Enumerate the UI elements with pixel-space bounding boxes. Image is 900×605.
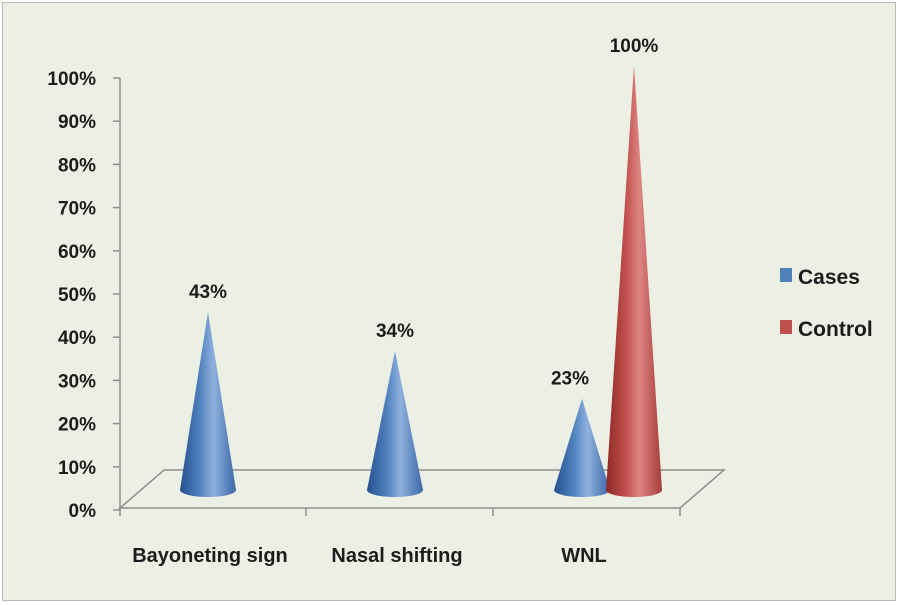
category-label-bayoneting: Bayoneting sign [132, 545, 288, 567]
cone-control-2 [606, 66, 662, 497]
y-tick-label: 20% [58, 415, 96, 436]
y-tick-label: 40% [58, 328, 96, 349]
y-tick-label: 90% [58, 112, 96, 133]
data-labels: 43% 34% 23% 100% [189, 36, 658, 390]
data-label-control-2: 100% [610, 36, 659, 57]
legend-label-control: Control [798, 318, 873, 341]
y-tick-label: 10% [58, 458, 96, 479]
y-tick-label: 0% [69, 501, 97, 522]
chart-marks [180, 66, 662, 497]
cone-cases-2 [554, 398, 610, 497]
legend-label-cases: Cases [798, 266, 860, 289]
y-tick-label: 80% [58, 155, 96, 176]
y-tick-label: 70% [58, 199, 96, 220]
category-label-nasal-shifting: Nasal shifting [331, 545, 462, 567]
data-label-cases-0: 43% [189, 282, 227, 303]
y-tick-label: 60% [58, 242, 96, 263]
y-tick-label: 30% [58, 371, 96, 392]
y-tick-label: 100% [47, 69, 96, 90]
legend: Cases Control [780, 266, 873, 341]
x-axis-ticks [119, 508, 681, 516]
y-axis-ticks: 0% 10% 20% 30% 40% 50% 60% 70% 80% 90% 100% [47, 69, 120, 522]
data-label-cases-1: 34% [376, 321, 414, 342]
legend-swatch-control [780, 320, 792, 334]
y-tick-label: 50% [58, 285, 96, 306]
category-label-wnl: WNL [561, 545, 607, 567]
legend-swatch-cases [780, 268, 792, 282]
cone-cases-0 [180, 312, 236, 497]
data-label-cases-2: 23% [551, 369, 589, 390]
cone-cases-1 [367, 351, 423, 497]
